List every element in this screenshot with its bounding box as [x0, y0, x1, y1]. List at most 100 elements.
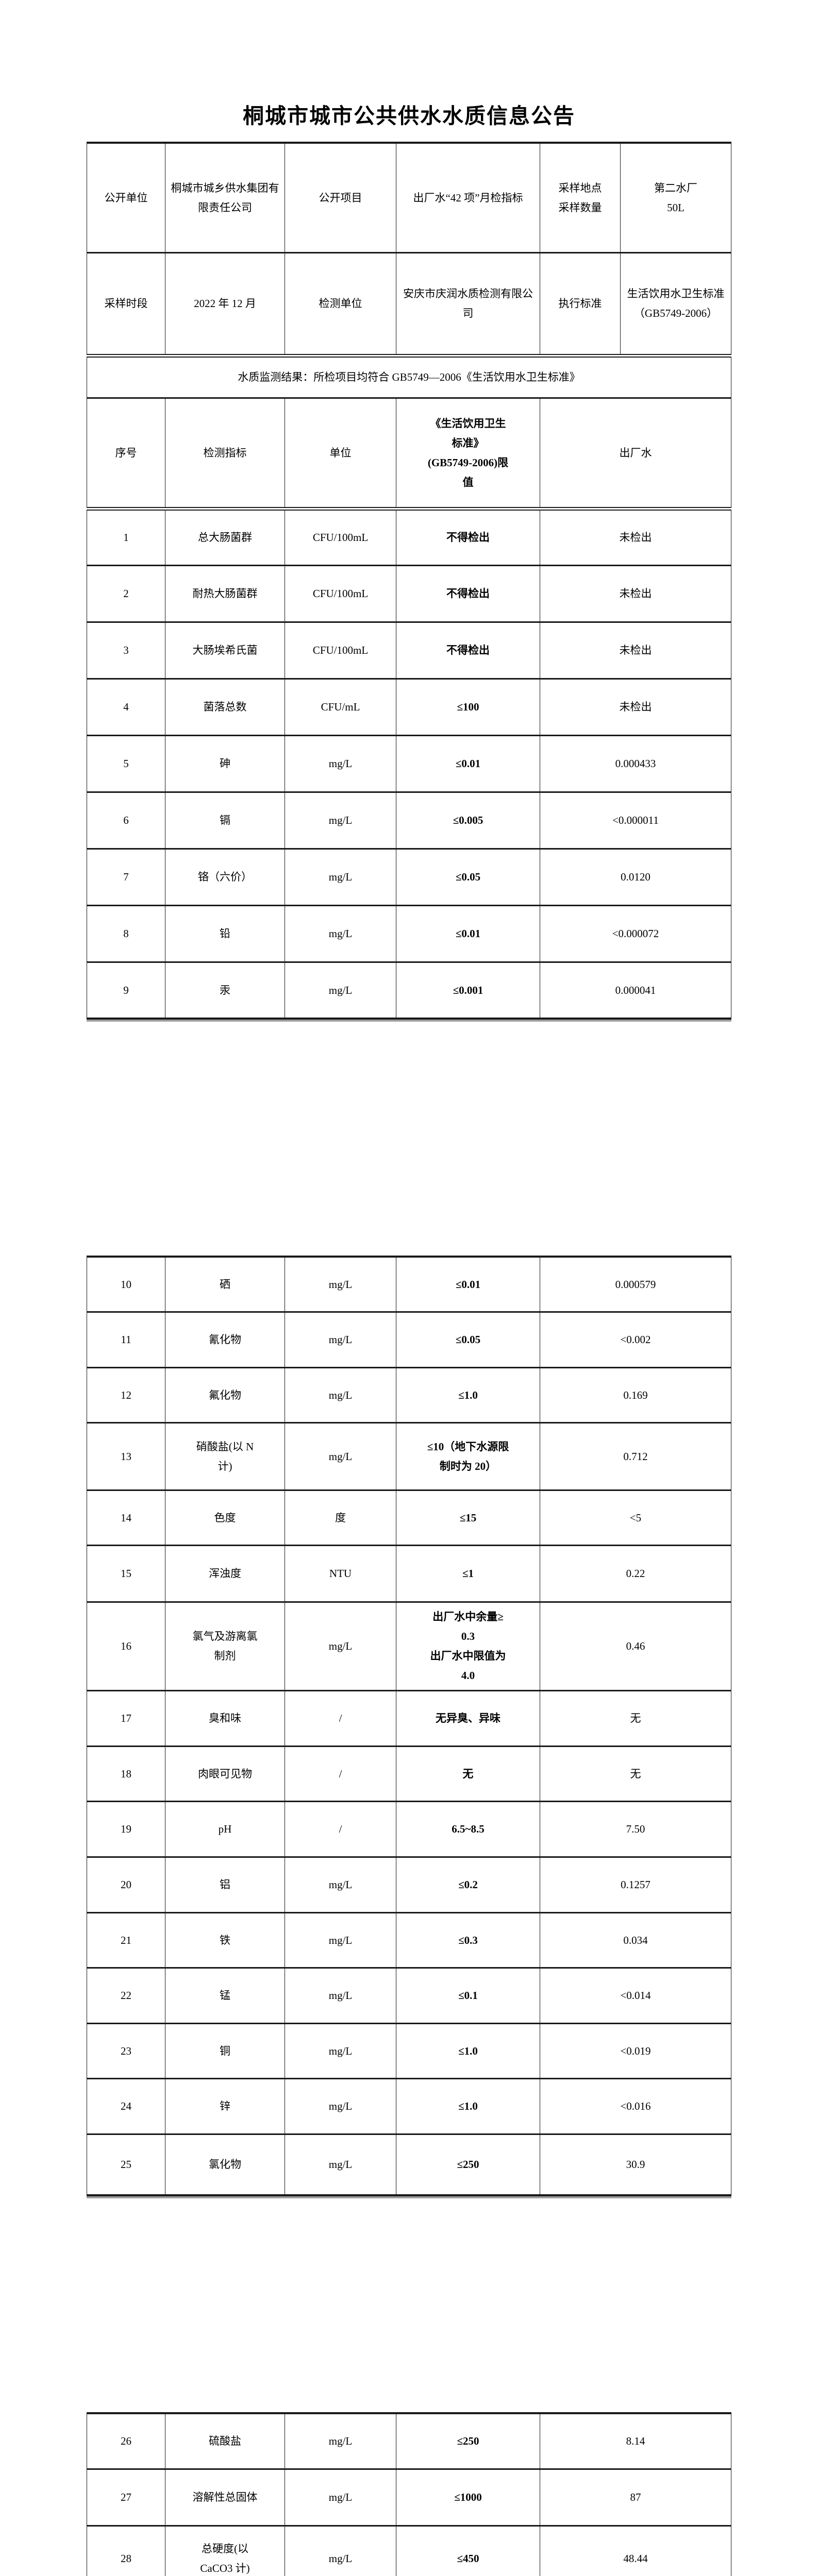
cell-indicator: 氯气及游离氯 制剂	[165, 1601, 285, 1691]
cell-outlet-value: 0.000433	[540, 734, 731, 793]
cell-testing-unit-value: 安庆市庆润水质检测有限公司	[396, 251, 540, 358]
table-row: 28 总硬度(以 CaCO3 计) mg/L ≤450 48.44	[87, 2524, 731, 2576]
cell-limit: ≤450	[396, 2524, 540, 2576]
cell-sampling-site-label: 采样地点 采样数量	[540, 142, 621, 253]
cell-limit: ≤1.0	[396, 2077, 540, 2135]
col-header-unit: 单位	[285, 397, 396, 511]
cell-limit: ≤0.1	[396, 1967, 540, 2024]
col-header-indicator: 检测指标	[165, 397, 285, 511]
cell-index: 16	[87, 1601, 165, 1691]
cell-unit: mg/L	[285, 791, 396, 850]
cell-unit: mg/L	[285, 1421, 396, 1491]
cell-index: 22	[87, 1967, 165, 2024]
cell-unit: mg/L	[285, 2412, 396, 2470]
table-row: 15 浑浊度 NTU ≤1 0.22	[87, 1544, 731, 1603]
cell-unit: mg/L	[285, 904, 396, 963]
data-rows-2: 10 硒 mg/L ≤0.01 0.000579 11 氰化物 mg/L ≤0.05 <0.002…	[87, 1256, 731, 2196]
cell-limit: 不得检出	[396, 507, 540, 566]
cell-index: 8	[87, 904, 165, 963]
cell-unit: mg/L	[285, 1256, 396, 1313]
cell-outlet-value: 0.0120	[540, 848, 731, 906]
cell-limit: ≤0.2	[396, 1856, 540, 1913]
cell-limit: ≤0.01	[396, 904, 540, 963]
table-row: 26 硫酸盐 mg/L ≤250 8.14	[87, 2412, 731, 2470]
cell-indicator: 锌	[165, 2077, 285, 2135]
cell-indicator: 砷	[165, 734, 285, 793]
cell-unit: mg/L	[285, 848, 396, 906]
water-quality-table-part1: 公开单位 桐城市城乡供水集团有限责任公司 公开项目 出厂水“42 项”月检指标 …	[87, 142, 731, 1020]
cell-unit: CFU/100mL	[285, 621, 396, 680]
result-note: 水质监测结果：所检项目均符合 GB5749—2006《生活饮用水卫生标准》	[87, 354, 731, 399]
table-row: 10 硒 mg/L ≤0.01 0.000579	[87, 1256, 731, 1313]
cell-limit: 不得检出	[396, 621, 540, 680]
table-row: 2 耐热大肠菌群 CFU/100mL 不得检出 未检出	[87, 564, 731, 623]
table-row: 公开单位 桐城市城乡供水集团有限责任公司 公开项目 出厂水“42 项”月检指标 …	[87, 142, 731, 253]
cell-indicator: 镉	[165, 791, 285, 850]
cell-unit: mg/L	[285, 1911, 396, 1969]
cell-limit: ≤15	[396, 1489, 540, 1546]
table-row: 9 汞 mg/L ≤0.001 0.000041	[87, 961, 731, 1020]
info-section: 公开单位 桐城市城乡供水集团有限责任公司 公开项目 出厂水“42 项”月检指标 …	[87, 142, 731, 511]
cell-unit: mg/L	[285, 1856, 396, 1913]
cell-unit: mg/L	[285, 1366, 396, 1423]
cell-indicator: 溶解性总固体	[165, 2468, 285, 2527]
cell-unit: mg/L	[285, 2022, 396, 2079]
cell-index: 10	[87, 1256, 165, 1313]
cell-indicator: 铝	[165, 1856, 285, 1913]
cell-limit: ≤1	[396, 1544, 540, 1603]
cell-outlet-value: 0.034	[540, 1911, 731, 1969]
cell-index: 7	[87, 848, 165, 906]
cell-outlet-value: 无	[540, 1689, 731, 1747]
cell-unit: CFU/100mL	[285, 564, 396, 623]
table-row: 24 锌 mg/L ≤1.0 <0.016	[87, 2077, 731, 2135]
cell-outlet-value: 0.22	[540, 1544, 731, 1603]
cell-open-unit-value: 桐城市城乡供水集团有限责任公司	[165, 142, 285, 253]
cell-limit: 出厂水中余量≥ 0.3 出厂水中限值为 4.0	[396, 1601, 540, 1691]
cell-indicator: 色度	[165, 1489, 285, 1546]
cell-outlet-value: 30.9	[540, 2133, 731, 2196]
cell-unit: /	[285, 1689, 396, 1747]
cell-indicator: 氟化物	[165, 1366, 285, 1423]
cell-limit: ≤0.001	[396, 961, 540, 1020]
cell-limit: 无异臭、异味	[396, 1689, 540, 1747]
table-row: 23 铜 mg/L ≤1.0 <0.019	[87, 2022, 731, 2079]
cell-unit: mg/L	[285, 1601, 396, 1691]
table-row: 13 硝酸盐(以 N 计) mg/L ≤10（地下水源限 制时为 20） 0.712	[87, 1421, 731, 1491]
cell-index: 9	[87, 961, 165, 1020]
cell-outlet-value: 0.000579	[540, 1256, 731, 1313]
cell-outlet-value: 48.44	[540, 2524, 731, 2576]
cell-standard-label: 执行标准	[540, 251, 621, 358]
table-row: 1 总大肠菌群 CFU/100mL 不得检出 未检出	[87, 507, 731, 566]
cell-indicator: 氯化物	[165, 2133, 285, 2196]
table-row: 27 溶解性总固体 mg/L ≤1000 87	[87, 2468, 731, 2527]
cell-indicator: 氰化物	[165, 1311, 285, 1368]
cell-limit: ≤1.0	[396, 2022, 540, 2079]
cell-limit: ≤0.01	[396, 1256, 540, 1313]
table-row: 17 臭和味 / 无异臭、异味无	[87, 1689, 731, 1747]
cell-indicator: 耐热大肠菌群	[165, 564, 285, 623]
table-row: 19 pH/6.5~8.5 7.50	[87, 1800, 731, 1858]
cell-index: 20	[87, 1856, 165, 1913]
cell-testing-unit-label: 检测单位	[285, 251, 396, 358]
cell-sampling-period-label: 采样时段	[87, 251, 165, 358]
table-row: 12 氟化物 mg/L ≤1.0 0.169	[87, 1366, 731, 1423]
cell-unit: mg/L	[285, 734, 396, 793]
cell-limit: ≤1000	[396, 2468, 540, 2527]
cell-outlet-value: 未检出	[540, 507, 731, 566]
page-title: 桐城市城市公共供水水质信息公告	[243, 104, 575, 128]
cell-limit: ≤0.05	[396, 848, 540, 906]
cell-index: 21	[87, 1911, 165, 1969]
cell-index: 13	[87, 1421, 165, 1491]
cell-index: 11	[87, 1311, 165, 1368]
cell-index: 15	[87, 1544, 165, 1603]
table-row: 7 铬（六价） mg/L ≤0.05 0.0120	[87, 848, 731, 906]
cell-outlet-value: 0.1257	[540, 1856, 731, 1913]
cell-index: 28	[87, 2524, 165, 2576]
cell-outlet-value: 0.46	[540, 1601, 731, 1691]
data-rows-1: 1 总大肠菌群 CFU/100mL 不得检出 未检出 2 耐热大肠菌群 CFU/100mL 不得…	[87, 507, 731, 1020]
col-header-index: 序号	[87, 397, 165, 511]
cell-indicator: 硝酸盐(以 N 计)	[165, 1421, 285, 1491]
cell-unit: mg/L	[285, 2524, 396, 2576]
cell-indicator: pH	[165, 1800, 285, 1858]
table-row: 14 色度度 ≤15 <5	[87, 1489, 731, 1546]
